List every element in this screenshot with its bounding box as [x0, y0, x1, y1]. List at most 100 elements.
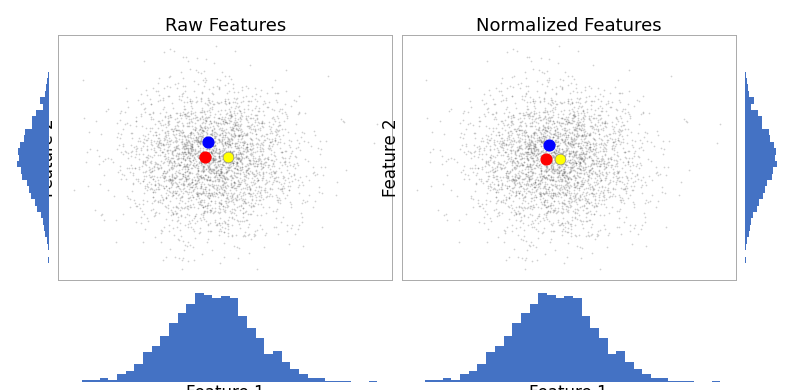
Point — [218, 175, 231, 181]
Point — [155, 227, 168, 233]
Point — [539, 120, 552, 126]
Point — [574, 116, 587, 122]
Point — [262, 104, 275, 110]
Point — [572, 207, 584, 213]
Point — [569, 215, 581, 221]
Point — [216, 138, 229, 145]
Point — [172, 126, 185, 133]
Point — [213, 232, 225, 238]
Point — [212, 189, 225, 195]
Point — [224, 190, 237, 197]
Point — [596, 184, 609, 190]
Point — [680, 119, 693, 125]
Point — [568, 126, 580, 132]
Point — [549, 191, 561, 197]
Point — [611, 169, 624, 176]
Point — [250, 91, 263, 98]
Point — [195, 94, 207, 101]
Point — [553, 120, 565, 126]
Point — [190, 211, 202, 217]
Point — [512, 147, 525, 154]
Point — [238, 138, 251, 144]
Point — [237, 196, 249, 202]
Point — [242, 184, 255, 190]
Point — [566, 73, 579, 79]
Point — [489, 165, 502, 171]
Point — [167, 128, 179, 134]
Point — [229, 163, 242, 169]
Point — [502, 151, 515, 157]
Point — [509, 172, 522, 178]
Point — [527, 133, 540, 140]
Point — [204, 165, 217, 171]
Point — [558, 200, 571, 207]
Point — [608, 138, 621, 144]
Point — [143, 174, 156, 181]
Point — [184, 181, 197, 188]
Point — [564, 90, 576, 96]
Bar — [40, 97, 49, 104]
Point — [198, 100, 211, 106]
Point — [548, 228, 561, 234]
Point — [214, 120, 226, 126]
Point — [252, 169, 265, 176]
Point — [178, 163, 191, 170]
Point — [320, 138, 333, 144]
Point — [565, 148, 577, 154]
Point — [530, 130, 542, 136]
Point — [250, 212, 263, 218]
Point — [260, 168, 272, 175]
Point — [181, 147, 194, 154]
Point — [549, 167, 562, 173]
Point — [522, 151, 535, 158]
Point — [227, 179, 240, 185]
Bar — [213, 298, 221, 382]
Point — [592, 163, 605, 169]
Point — [230, 159, 243, 165]
Point — [529, 123, 542, 129]
Point — [560, 191, 572, 198]
Point — [584, 167, 596, 173]
Point — [588, 196, 601, 202]
Point — [227, 125, 240, 131]
Point — [202, 181, 214, 188]
Point — [279, 155, 291, 161]
Point — [549, 100, 562, 106]
Point — [202, 99, 215, 105]
Point — [227, 89, 240, 95]
Point — [545, 163, 557, 169]
Point — [527, 224, 540, 230]
Point — [495, 152, 507, 158]
Point — [576, 108, 589, 114]
Point — [538, 159, 551, 165]
Point — [583, 153, 596, 160]
Point — [126, 180, 139, 186]
Point — [239, 191, 252, 197]
Point — [581, 218, 594, 224]
Point — [182, 138, 195, 144]
Point — [234, 129, 247, 135]
Point — [549, 141, 561, 147]
Point — [206, 91, 219, 97]
Point — [547, 228, 560, 234]
Point — [566, 154, 579, 160]
Point — [149, 132, 162, 138]
Point — [526, 202, 539, 209]
Point — [518, 181, 530, 187]
Point — [245, 93, 258, 99]
Point — [164, 176, 176, 182]
Point — [267, 114, 279, 121]
Point — [194, 141, 206, 147]
Point — [219, 131, 232, 138]
Point — [223, 137, 236, 143]
Point — [499, 149, 511, 155]
Point — [482, 159, 495, 165]
Point — [241, 181, 253, 187]
Point — [514, 188, 526, 194]
Point — [181, 203, 194, 209]
Point — [205, 247, 218, 254]
Point — [507, 137, 520, 144]
Point — [559, 178, 572, 184]
Point — [627, 183, 640, 190]
Point — [192, 168, 205, 174]
